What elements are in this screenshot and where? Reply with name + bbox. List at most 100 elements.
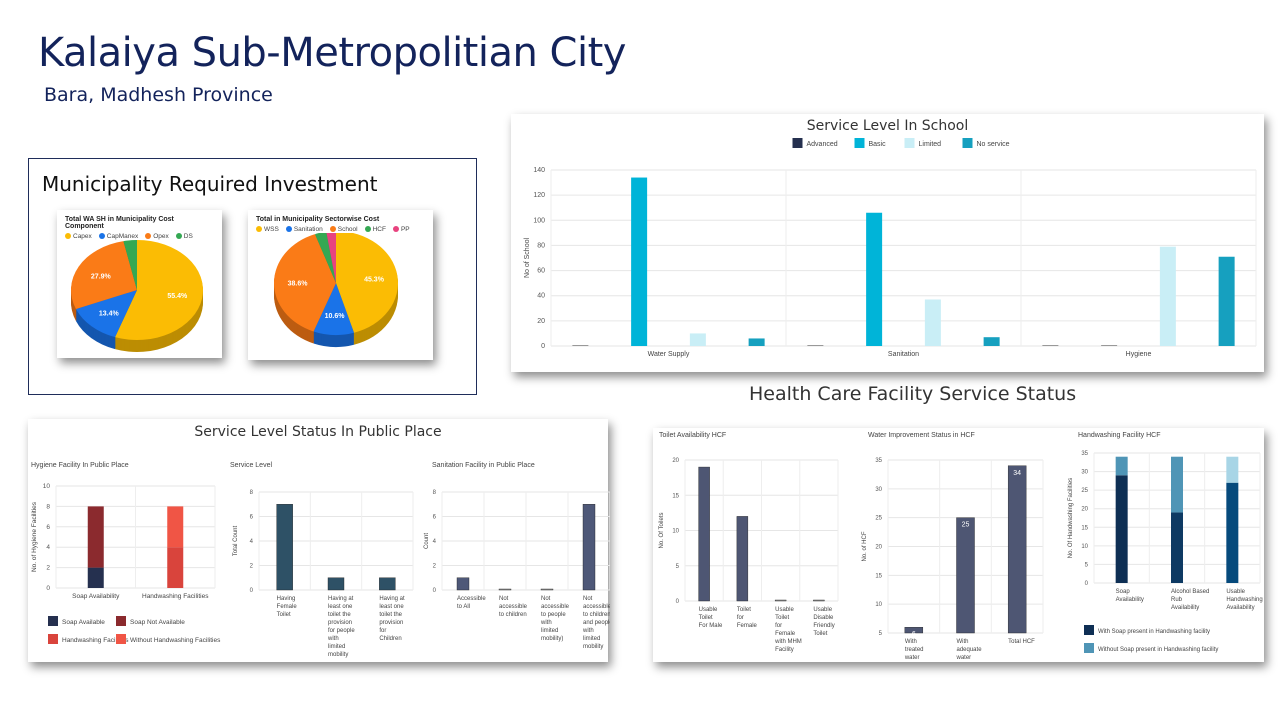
bar [276, 504, 293, 591]
toilet-bar-chart: 0 5 10 15 20 No. Of Toilets Usable Toilet For Ma… [659, 458, 839, 653]
label-line: with MHM [774, 639, 802, 645]
label-line: Usable [1226, 589, 1245, 595]
legend-item[interactable]: Capex [65, 233, 92, 240]
pie-data-label: 27.9% [91, 273, 112, 280]
y-tick-label: 10 [1081, 544, 1088, 550]
label-line: Availability [1171, 605, 1199, 611]
x-tick-label: Hygiene [1126, 351, 1152, 358]
label-line: Toilet [277, 612, 291, 618]
panel-title: Service Level Status In Public Place [194, 424, 442, 440]
chart-title: Service Level [230, 462, 273, 469]
y-tick-label: 40 [537, 293, 545, 300]
label-line: least one [379, 604, 404, 610]
legend-label: Sanitation [293, 226, 323, 233]
bar-handwashing-facilities [167, 547, 184, 588]
label-line: provision [379, 620, 403, 626]
legend-item[interactable]: DS [175, 233, 193, 240]
pie-slice-school [274, 234, 336, 332]
bar [698, 466, 710, 602]
pie-data-label: 38.6% [288, 281, 309, 288]
chart-title: Sanitation Facility in Public Place [432, 462, 535, 469]
legend-label: No service [977, 141, 1010, 148]
bar [582, 504, 596, 591]
legend-item[interactable]: PP [392, 226, 410, 233]
investment-panel: Municipality Required Investment [28, 158, 477, 395]
legend-label: Capex [73, 233, 92, 240]
y-tick-label: 0 [541, 343, 545, 350]
label-line: Soap [1116, 589, 1131, 595]
label-line: Availability [1116, 597, 1144, 603]
school-bar-chart: 0 20 40 60 80 100 120 140 No of School Water Supp… [524, 138, 1257, 358]
bar-advanced [807, 345, 824, 346]
y-tick-label: 60 [537, 268, 545, 275]
bar-with-soap-present-in-handwashing-facility [1115, 475, 1128, 583]
pie-slice-opex [71, 241, 137, 309]
hygiene-bar-chart: 0 2 4 6 8 10 No. of Hygiene Facilities Soap Ava… [31, 483, 221, 644]
label-line: Hygiene [1126, 351, 1152, 358]
label-line: with [582, 628, 594, 634]
y-tick-label: 140 [533, 167, 545, 174]
legend-item[interactable]: School [329, 226, 358, 233]
bar [327, 577, 345, 591]
y-tick-label: 15 [1081, 525, 1088, 531]
y-tick-label: 4 [46, 544, 50, 551]
label-line: for people [328, 628, 355, 634]
y-tick-label: 10 [672, 529, 679, 535]
y-tick-label: 30 [1081, 470, 1088, 476]
legend-label: With Soap present in Handwashing facilit… [1098, 629, 1210, 635]
label-line: Sanitation [888, 351, 919, 358]
label-line: Female [737, 623, 758, 629]
legend-label: Without Soap present in Handwashing faci… [1098, 647, 1218, 653]
x-tick-label: Having at least one toilet the provision for… [379, 596, 405, 642]
legend-swatch [904, 138, 915, 148]
legend-item[interactable]: WSS [256, 226, 279, 233]
y-tick-label: 30 [875, 487, 882, 493]
pie-data-label: 13.4% [99, 310, 120, 317]
bar-basic [1101, 345, 1118, 346]
y-tick-label: 0 [1085, 581, 1089, 587]
chart-title: Hygiene Facility In Public Place [31, 462, 129, 469]
bar [904, 627, 924, 634]
bar-advanced [572, 345, 589, 346]
label-line: accessible [541, 604, 570, 610]
label-line: to people [541, 612, 566, 618]
legend-label: HCF [372, 226, 386, 233]
legend-swatch [116, 616, 126, 626]
label-line: Handwashing [1226, 597, 1262, 603]
pie-slice-capex [115, 240, 203, 340]
legend-item[interactable]: HCF [364, 226, 386, 233]
bar [498, 588, 512, 591]
label-line: to All [457, 604, 470, 610]
y-tick-label: 8 [250, 490, 254, 496]
y-tick-label: 5 [879, 631, 883, 637]
legend-item[interactable]: Opex [145, 233, 169, 240]
y-axis-label: No of School [524, 238, 531, 279]
pie-slice-sanitation [313, 283, 355, 335]
y-tick-label: 0 [46, 585, 50, 592]
legend-swatch [364, 226, 371, 233]
chart-title: Total in Municipality Sectorwise Cost [256, 216, 380, 223]
legend-item[interactable]: Sanitation [285, 226, 323, 233]
y-tick-label: 80 [537, 242, 545, 249]
label-line: Facility [775, 647, 794, 653]
bar-soap-not-available [87, 506, 104, 568]
legend-swatch [175, 233, 182, 240]
x-tick-label: Soap Availability [72, 593, 120, 600]
label-line: Not [583, 596, 593, 602]
x-tick-label: Usable Toilet For Male [699, 607, 723, 629]
x-tick-label: Water Supply [648, 351, 690, 358]
label-line: limited [328, 644, 345, 650]
legend-swatch [48, 634, 58, 644]
label-line: Water Supply [648, 351, 690, 358]
legend-item[interactable]: CapManex [98, 233, 138, 240]
label-line: toilet the [379, 612, 402, 618]
y-tick-label: 2 [46, 565, 50, 572]
bar-without-soap-present-in-handwashing-facility [1171, 456, 1183, 513]
legend-label: WSS [264, 226, 279, 233]
y-tick-label: 5 [676, 564, 680, 570]
bar-advanced [1042, 345, 1059, 346]
label-line: Alcohol Based [1171, 589, 1209, 595]
label-line: mobility) [541, 636, 563, 642]
pie-svg: 55.4% 13.4% 27.9% [71, 240, 204, 352]
